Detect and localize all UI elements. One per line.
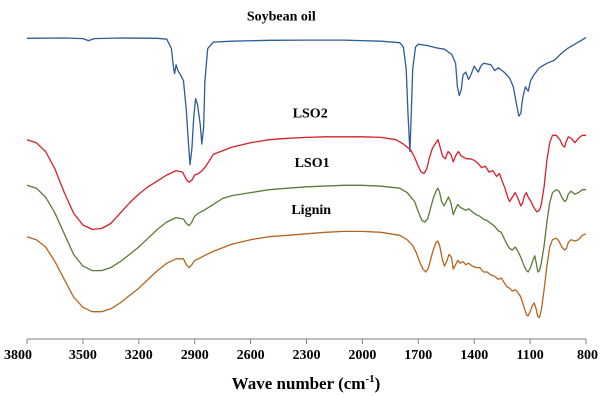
x-axis-ticks: 3800 3500 3200 2900 2600 2300 2000 1700 1400 1100… <box>4 339 598 363</box>
x-tick-label: 2000 <box>348 348 376 363</box>
x-tick-label: 3200 <box>125 348 153 363</box>
x-axis-title: Wave number (cm-1) <box>232 373 381 393</box>
series-label-lso1: LSO1 <box>295 156 330 171</box>
x-tick-label: 1100 <box>516 348 543 363</box>
x-tick-label: 2900 <box>181 348 209 363</box>
series-label-lso2: LSO2 <box>293 107 328 122</box>
series-label-lignin: Lignin <box>291 203 331 218</box>
x-tick-label: 2600 <box>237 348 265 363</box>
series-line-lso2 <box>26 134 586 231</box>
x-tick-label: 800 <box>577 348 598 363</box>
x-axis-title-close: ) <box>375 374 381 393</box>
x-axis-title-main: Wave number (cm <box>232 374 366 393</box>
x-tick-label: 2300 <box>293 348 321 363</box>
x-tick-label: 3800 <box>4 348 32 363</box>
x-tick-label: 3500 <box>69 348 97 363</box>
x-tick-label: 1400 <box>460 348 488 363</box>
x-axis-title-superscript: -1 <box>365 373 374 385</box>
series-layer <box>26 36 587 319</box>
series-line-lignin <box>26 230 587 319</box>
series-label-soybean-oil: Soybean oil <box>247 10 316 25</box>
series-line-lso1 <box>26 184 586 273</box>
series-line-soybean-oil <box>26 36 587 166</box>
x-tick-label: 1700 <box>404 348 432 363</box>
annotation-layer: Soybean oil LSO2 LSO1 Lignin <box>247 10 331 218</box>
